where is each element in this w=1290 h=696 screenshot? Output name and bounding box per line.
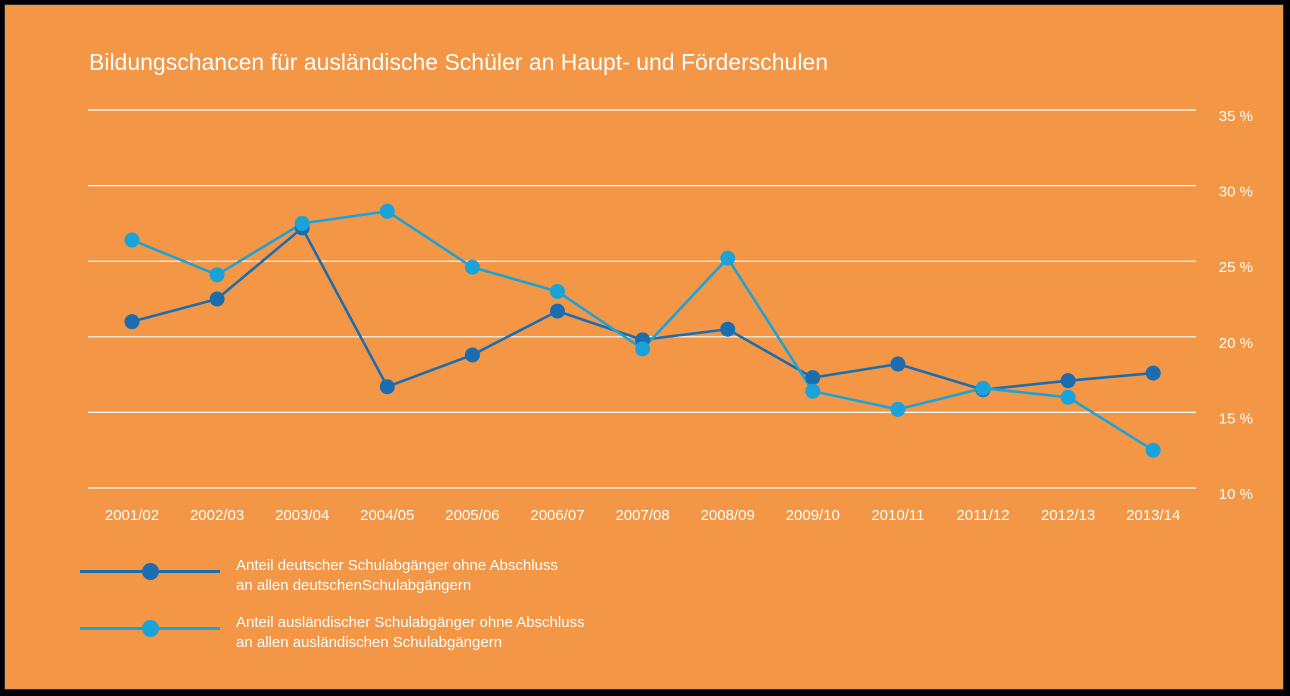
legend-label-foreign-line1: Anteil ausländischer Schulabgänger ohne …: [236, 614, 585, 631]
legend-item-foreign: Anteil ausländischer Schulabgänger ohne …: [80, 613, 700, 657]
data-point-series-1: [209, 267, 225, 283]
legend-label-german: Anteil deutscher Schulabgänger ohne Absc…: [236, 556, 558, 596]
y-tick-label: 35 %: [1219, 108, 1253, 125]
x-tick-label: 2010/11: [871, 507, 924, 524]
y-tick-label: 25 %: [1219, 259, 1253, 276]
x-tick-label: 2008/09: [701, 507, 755, 524]
data-point-series-0: [124, 314, 140, 330]
x-tick-label: 2005/06: [445, 507, 499, 524]
data-point-series-0: [464, 347, 480, 363]
data-point-series-0: [805, 370, 821, 386]
x-tick-label: 2011/12: [956, 507, 1009, 524]
data-point-series-0: [1145, 365, 1161, 381]
legend-item-german: Anteil deutscher Schulabgänger ohne Absc…: [80, 556, 700, 600]
y-tick-label: 20 %: [1219, 335, 1253, 352]
data-point-series-1: [379, 203, 395, 219]
data-point-series-1: [294, 215, 310, 231]
x-tick-label: 2013/14: [1126, 507, 1180, 524]
data-point-series-1: [805, 383, 821, 399]
data-point-series-1: [975, 380, 991, 396]
legend-label-foreign-line2: an allen ausländischen Schulabgängern: [236, 634, 503, 651]
data-point-series-1: [1145, 442, 1161, 458]
x-tick-label: 2009/10: [786, 507, 840, 524]
data-point-series-0: [550, 303, 565, 319]
legend-label-german-line1: Anteil deutscher Schulabgänger ohne Absc…: [236, 557, 558, 574]
x-tick-label: 2004/05: [360, 507, 414, 524]
data-point-series-0: [720, 321, 736, 337]
y-tick-label: 15 %: [1219, 410, 1253, 427]
data-point-series-1: [1060, 389, 1076, 405]
data-point-series-1: [635, 341, 651, 357]
x-tick-label: 2006/07: [530, 507, 584, 524]
legend-marker-foreign: [142, 620, 159, 637]
y-tick-label: 10 %: [1219, 486, 1253, 503]
data-point-series-1: [720, 250, 736, 266]
x-tick-label: 2012/13: [1041, 507, 1095, 524]
data-point-series-1: [890, 401, 906, 417]
data-point-series-1: [464, 259, 480, 275]
x-tick-label: 2002/03: [190, 507, 244, 524]
data-point-series-1: [124, 232, 140, 248]
data-point-series-0: [209, 291, 225, 307]
x-tick-label: 2007/08: [615, 507, 669, 524]
series-line-0: [131, 226, 1154, 392]
data-point-series-0: [1060, 373, 1076, 389]
y-tick-label: 30 %: [1219, 184, 1253, 201]
x-tick-label: 2003/04: [275, 507, 329, 524]
x-tick-label: 2001/02: [105, 507, 159, 524]
legend-marker-german: [142, 563, 159, 580]
series-line-1: [131, 210, 1154, 452]
legend-label-german-line2: an allen deutschenSchulabgängern: [236, 577, 472, 594]
data-point-series-0: [890, 356, 906, 372]
data-point-series-1: [550, 283, 565, 299]
chart-title: Bildungschancen für ausländische Schüler…: [89, 49, 829, 75]
legend-label-foreign: Anteil ausländischer Schulabgänger ohne …: [236, 613, 585, 653]
data-point-series-0: [379, 379, 395, 395]
